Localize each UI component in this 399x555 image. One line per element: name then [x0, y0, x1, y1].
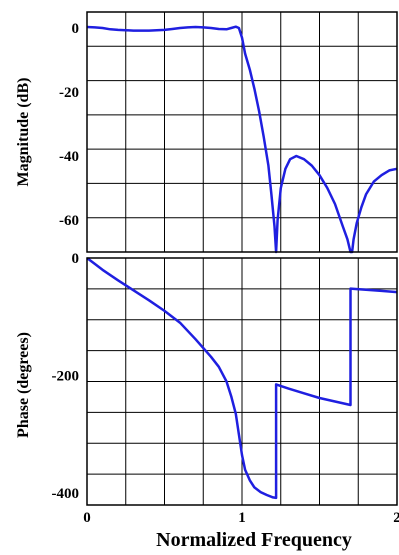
x-tick-label: 0	[83, 510, 91, 526]
magnitude-y-ticks: 0 -20 -40 -60	[59, 21, 79, 229]
phase-plot-frame	[86, 257, 398, 506]
y-tick-label: -40	[59, 149, 79, 165]
y-tick-label: -20	[59, 85, 79, 101]
magnitude-plot: 0 -20 -40 -60	[59, 11, 398, 254]
phase-series-line	[86, 257, 398, 500]
phase-x-ticks: 0 1 2	[83, 510, 399, 526]
y-tick-label: 0	[72, 21, 80, 37]
y-tick-label: -400	[52, 486, 80, 502]
phase-grid	[87, 258, 397, 505]
phase-y-ticks: 0 -200 -400	[52, 251, 80, 502]
phase-plot: 0 -200 -400 0 1 2	[52, 251, 399, 526]
y-tick-label: -60	[59, 213, 79, 229]
x-tick-label: 1	[238, 510, 246, 526]
y-tick-label: 0	[72, 251, 80, 267]
x-tick-label: 2	[393, 510, 399, 526]
magnitude-plot-frame	[86, 11, 398, 253]
magnitude-grid	[87, 12, 397, 252]
y-tick-label: -200	[52, 369, 80, 385]
x-axis-title: Normalized Frequency	[156, 529, 352, 551]
magnitude-y-axis-title: Magnitude (dB)	[15, 78, 32, 187]
phase-y-axis-title: Phase (degrees)	[15, 332, 32, 438]
